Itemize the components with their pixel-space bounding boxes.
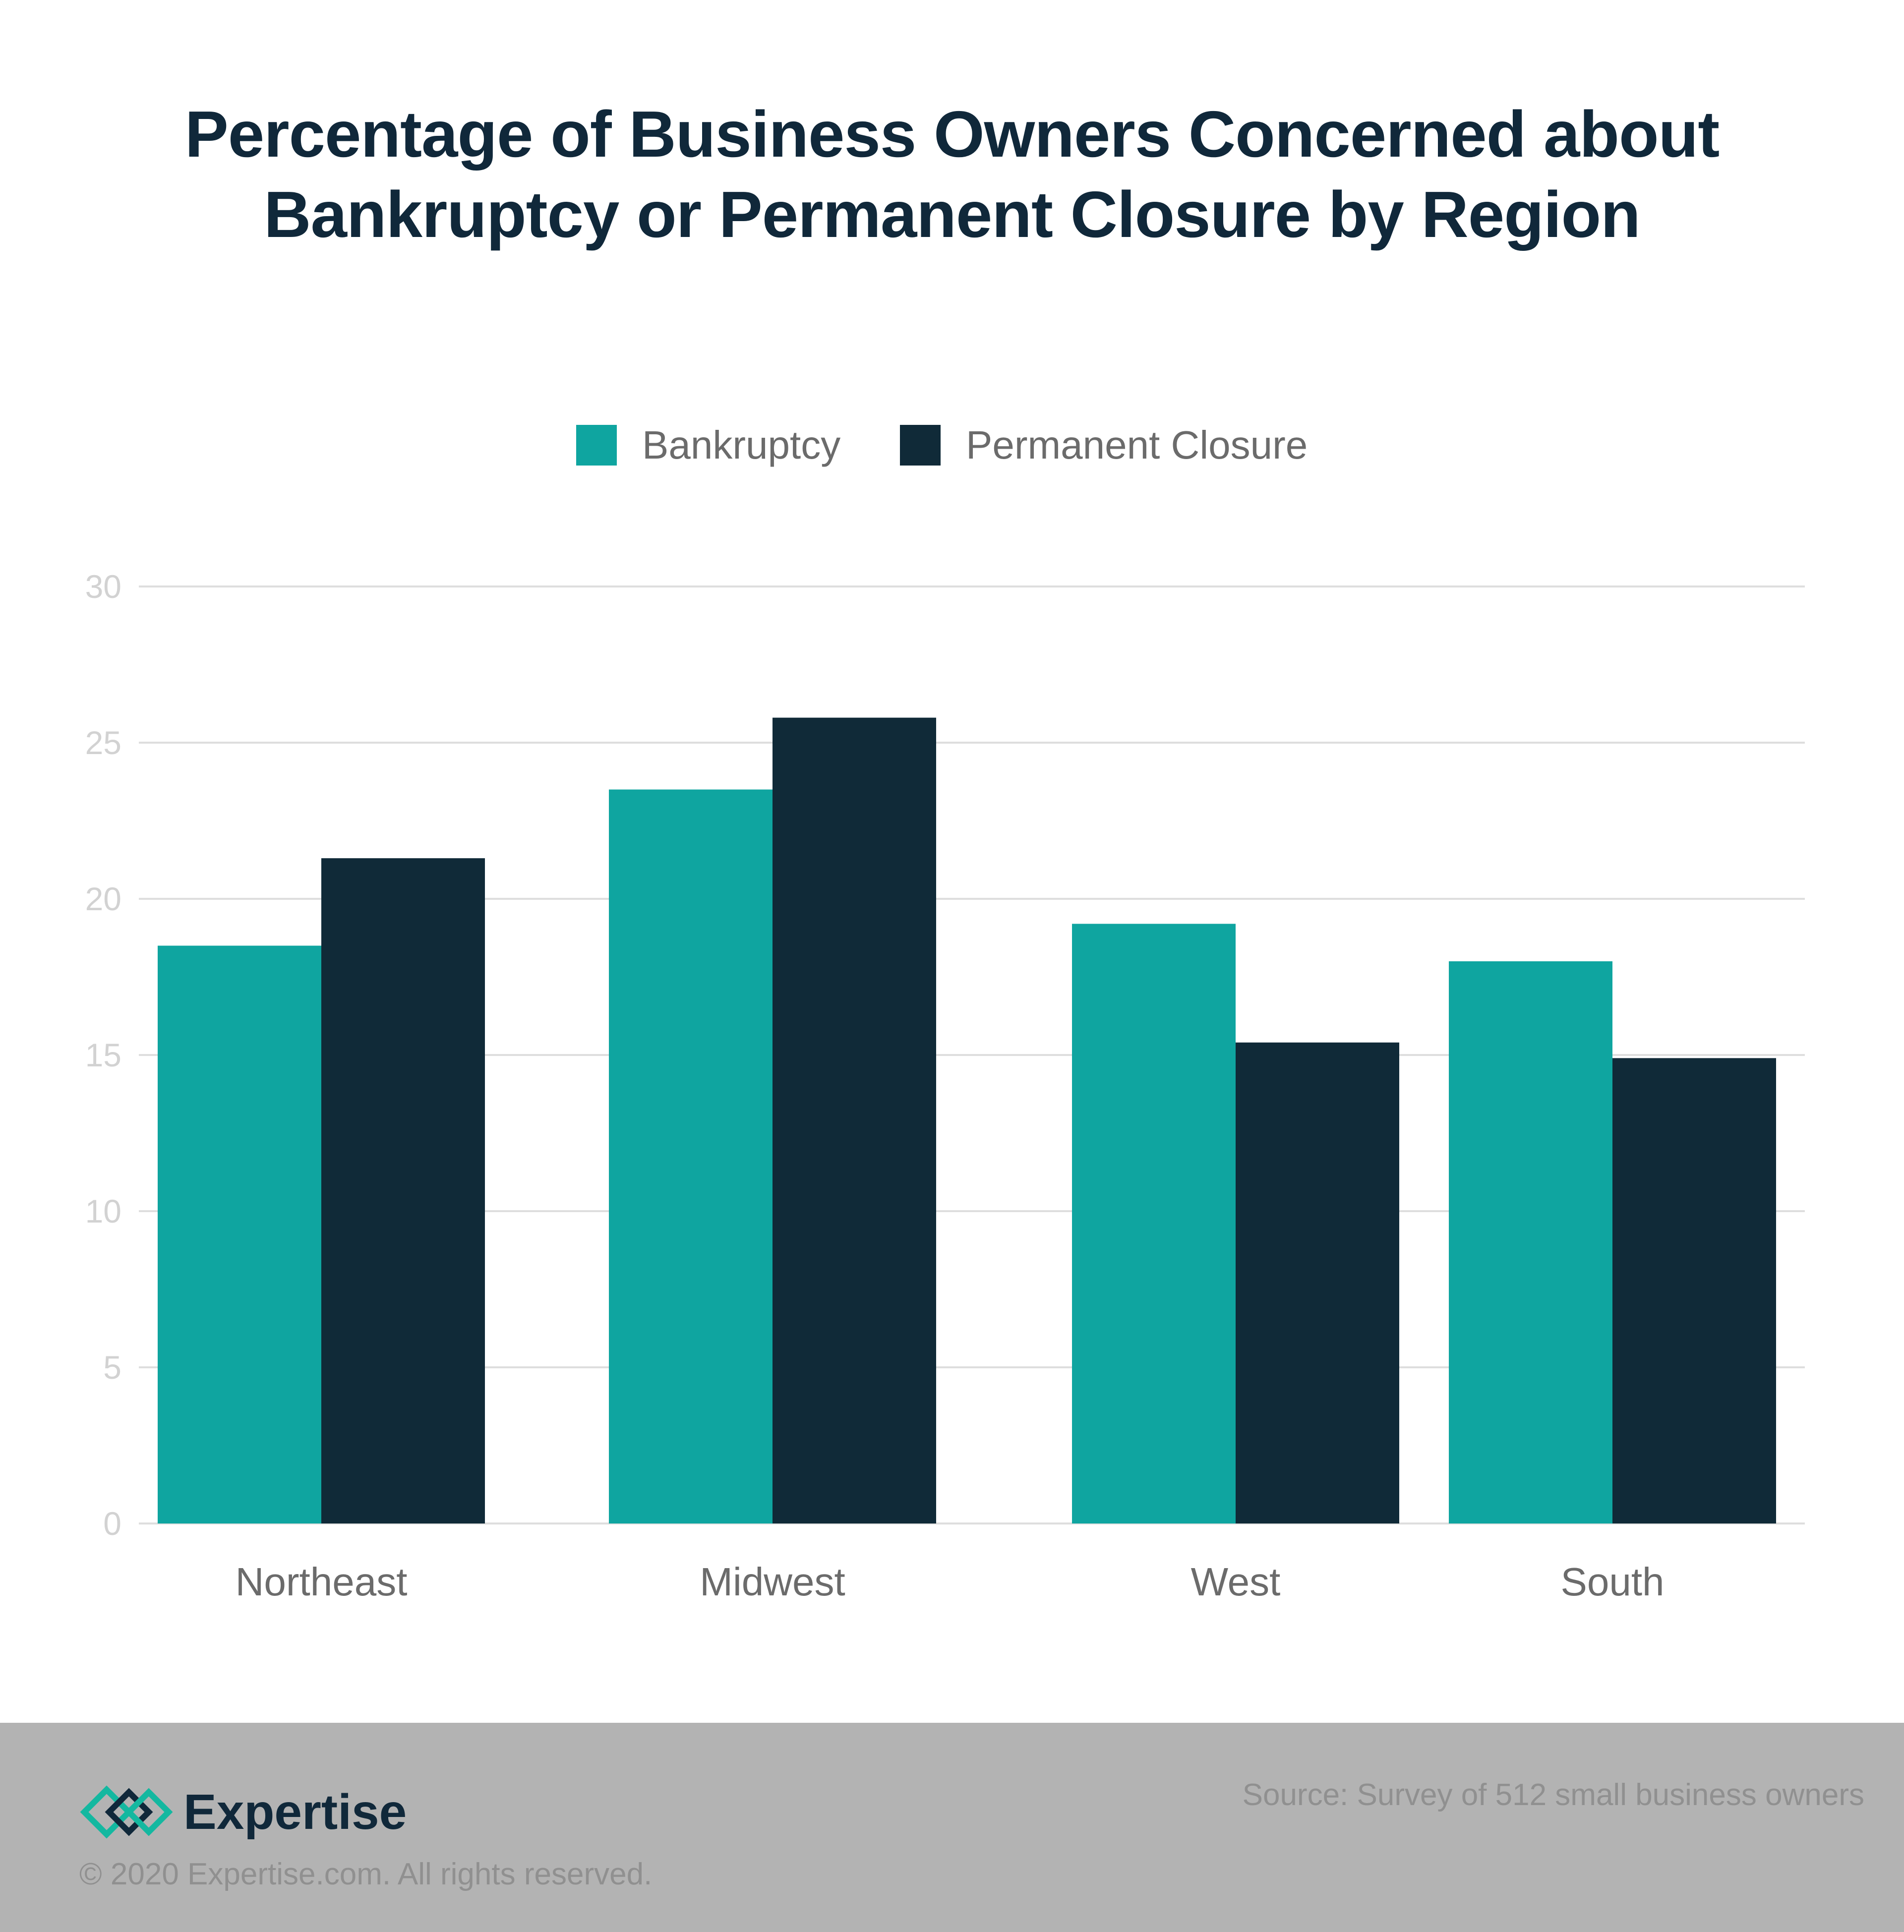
y-tick-label: 0 <box>103 1505 121 1542</box>
y-tick-label: 10 <box>85 1193 121 1229</box>
footer: Expertise © 2020 Expertise.com. All righ… <box>0 1723 1904 1932</box>
chart-title-line-1: Percentage of Business Owners Concerned … <box>184 98 1720 171</box>
legend-swatch <box>900 425 941 466</box>
expertise-logo[interactable]: Expertise <box>79 1775 407 1849</box>
bar-permanent-closure-northeast <box>321 858 485 1523</box>
y-tick-label: 5 <box>103 1349 121 1386</box>
y-tick-label: 25 <box>85 724 121 761</box>
y-tick-label: 30 <box>85 568 121 605</box>
source-text: Source: Survey of 512 small business own… <box>1242 1778 1864 1812</box>
brand-name: Expertise <box>183 1784 407 1840</box>
bar-permanent-closure-south <box>1612 1058 1776 1523</box>
y-tick-label: 20 <box>85 880 121 917</box>
legend-swatch <box>576 425 617 466</box>
x-category-label: West <box>1191 1560 1281 1604</box>
bar-bankruptcy-south <box>1449 961 1612 1523</box>
y-tick-label: 15 <box>85 1037 121 1073</box>
bar-bankruptcy-west <box>1072 924 1236 1523</box>
expertise-diamond-logo-icon <box>80 1785 173 1839</box>
x-axis-categories: Northeast Midwest West South <box>236 1560 1665 1604</box>
chart-title: Percentage of Business Owners Concerned … <box>0 94 1904 255</box>
y-axis-ticks: 0 5 10 15 20 25 30 <box>85 568 121 1542</box>
bar-chart: Bankruptcy Permanent Closure 0 5 10 15 20 25 30… <box>85 423 1805 1604</box>
legend: Bankruptcy Permanent Closure <box>576 423 1308 467</box>
bar-bankruptcy-midwest <box>609 789 773 1523</box>
bar-permanent-closure-west <box>1236 1042 1399 1523</box>
bar-permanent-closure-midwest <box>773 717 936 1523</box>
x-category-label: Midwest <box>700 1560 845 1604</box>
x-category-label: Northeast <box>236 1560 408 1604</box>
bar-bankruptcy-northeast <box>158 945 321 1523</box>
bars <box>158 717 1776 1523</box>
legend-label: Permanent Closure <box>966 423 1308 467</box>
legend-label: Bankruptcy <box>642 423 840 467</box>
copyright-text: © 2020 Expertise.com. All rights reserve… <box>79 1857 653 1891</box>
x-category-label: South <box>1560 1560 1664 1604</box>
chart-title-line-2: Bankruptcy or Permanent Closure by Regio… <box>264 178 1641 251</box>
